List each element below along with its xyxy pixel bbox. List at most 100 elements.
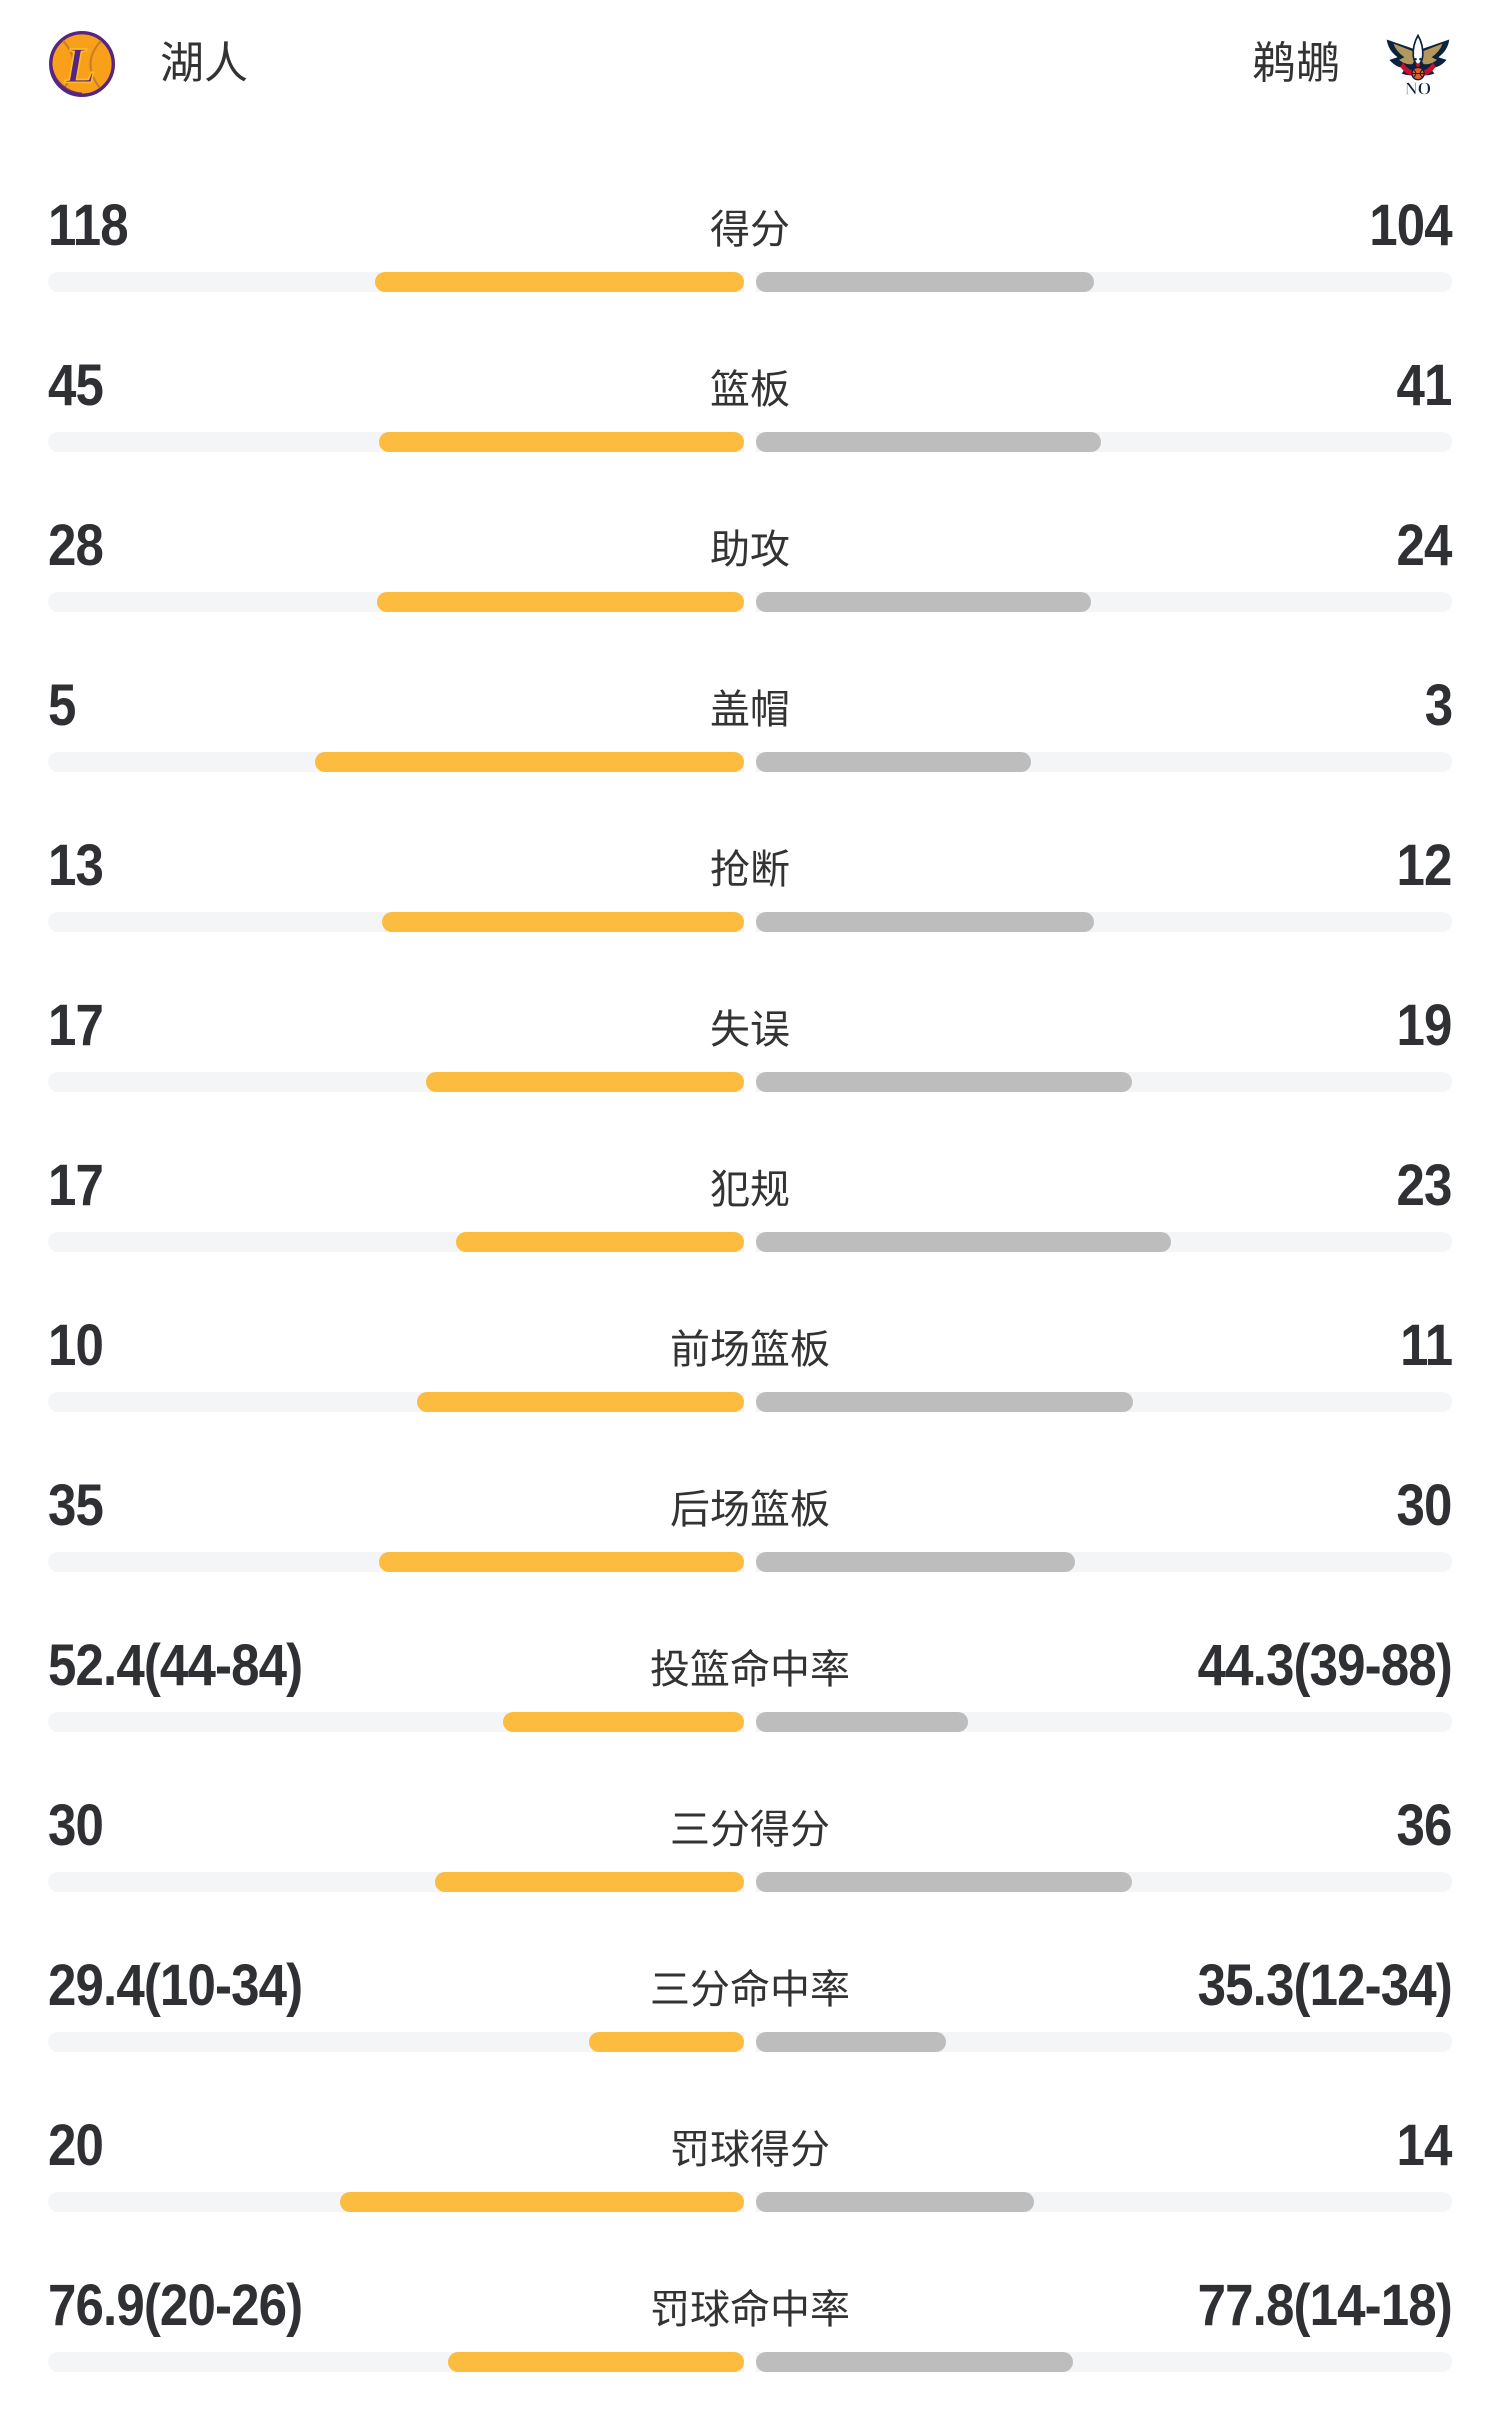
stats-list: 118 得分 104 45 篮板 41 28 助攻 24 5 盖帽 3 13 抢断 12 17 失误 19 17 犯规… bbox=[48, 180, 1453, 2420]
stat-row: 45 篮板 41 bbox=[48, 340, 1453, 500]
away-stat-value: 3 bbox=[1424, 673, 1452, 738]
stat-bar-track bbox=[48, 1392, 1452, 1412]
stat-label: 得分 bbox=[710, 208, 790, 252]
home-bar-area bbox=[48, 592, 744, 612]
home-stat-bar bbox=[378, 432, 744, 452]
stat-values-line: 30 三分得分 36 bbox=[48, 1780, 1453, 1872]
away-stat-bar bbox=[756, 592, 1091, 612]
away-stat-value: 30 bbox=[1396, 1473, 1453, 1538]
away-stat-value: 19 bbox=[1396, 993, 1453, 1058]
home-bar-area bbox=[48, 1232, 744, 1252]
home-stat-bar bbox=[315, 752, 744, 772]
away-stat-value: 44.3(39-88) bbox=[1197, 1633, 1453, 1698]
away-bar-area bbox=[756, 592, 1452, 612]
away-bar-area bbox=[756, 2352, 1452, 2372]
stat-label: 犯规 bbox=[710, 1168, 790, 1212]
home-bar-area bbox=[48, 2352, 744, 2372]
stat-bar-track bbox=[48, 1712, 1452, 1732]
stat-bar-track bbox=[48, 752, 1452, 772]
away-bar-area bbox=[756, 2032, 1452, 2052]
stat-bar-track bbox=[48, 272, 1452, 292]
stat-bar-track bbox=[48, 2352, 1452, 2372]
stat-label: 罚球得分 bbox=[670, 2128, 830, 2172]
home-stat-bar bbox=[588, 2032, 744, 2052]
stat-bar-track bbox=[48, 2032, 1452, 2052]
stat-label: 罚球命中率 bbox=[650, 2288, 850, 2332]
away-stat-bar bbox=[756, 1872, 1132, 1892]
stat-bar-track bbox=[48, 2192, 1452, 2212]
stat-label: 后场篮板 bbox=[670, 1488, 830, 1532]
home-stat-bar bbox=[375, 272, 744, 292]
stat-row: 28 助攻 24 bbox=[48, 500, 1453, 660]
away-stat-bar bbox=[756, 912, 1094, 932]
home-bar-area bbox=[48, 432, 744, 452]
home-team-header[interactable]: L 湖人 bbox=[48, 30, 248, 98]
away-stat-value: 12 bbox=[1396, 833, 1453, 898]
away-stat-value: 36 bbox=[1396, 1793, 1453, 1858]
stat-values-line: 20 罚球得分 14 bbox=[48, 2100, 1453, 2192]
away-bar-area bbox=[756, 432, 1452, 452]
stat-values-line: 17 失误 19 bbox=[48, 980, 1453, 1072]
away-stat-value: 41 bbox=[1396, 353, 1453, 418]
stat-values-line: 17 犯规 23 bbox=[48, 1140, 1453, 1232]
stat-values-line: 52.4(44-84) 投篮命中率 44.3(39-88) bbox=[48, 1620, 1453, 1712]
home-bar-area bbox=[48, 2032, 744, 2052]
pelicans-logo-icon: NO bbox=[1384, 30, 1452, 98]
stat-label: 助攻 bbox=[710, 528, 790, 572]
home-stat-bar bbox=[434, 1872, 744, 1892]
away-stat-bar bbox=[756, 1232, 1171, 1252]
stat-row: 20 罚球得分 14 bbox=[48, 2100, 1453, 2260]
away-stat-bar bbox=[756, 2032, 946, 2052]
away-bar-area bbox=[756, 1232, 1452, 1252]
stat-label: 盖帽 bbox=[710, 688, 790, 732]
stat-bar-track bbox=[48, 1872, 1452, 1892]
home-bar-area bbox=[48, 912, 744, 932]
stat-bar-track bbox=[48, 1552, 1452, 1572]
stat-row: 76.9(20-26) 罚球命中率 77.8(14-18) bbox=[48, 2260, 1453, 2420]
away-stat-value: 24 bbox=[1396, 513, 1453, 578]
svg-text:L: L bbox=[64, 37, 96, 93]
stat-row: 5 盖帽 3 bbox=[48, 660, 1453, 820]
stat-values-line: 35 后场篮板 30 bbox=[48, 1460, 1453, 1552]
away-stat-value: 77.8(14-18) bbox=[1197, 2273, 1453, 2338]
home-stat-bar bbox=[382, 912, 744, 932]
stat-row: 118 得分 104 bbox=[48, 180, 1453, 340]
stat-row: 29.4(10-34) 三分命中率 35.3(12-34) bbox=[48, 1940, 1453, 2100]
home-stat-value: 17 bbox=[48, 993, 104, 1058]
away-stat-value: 35.3(12-34) bbox=[1197, 1953, 1453, 2018]
away-team-header[interactable]: 鹈鹕 NO bbox=[1252, 30, 1452, 98]
svg-text:NO: NO bbox=[1405, 79, 1432, 98]
stat-bar-track bbox=[48, 592, 1452, 612]
home-stat-bar bbox=[455, 1232, 744, 1252]
stat-values-line: 28 助攻 24 bbox=[48, 500, 1453, 592]
away-stat-bar bbox=[756, 272, 1094, 292]
away-stat-bar bbox=[756, 2192, 1035, 2212]
away-bar-area bbox=[756, 1392, 1452, 1412]
lakers-logo-icon: L bbox=[48, 30, 116, 98]
away-stat-value: 23 bbox=[1396, 1153, 1453, 1218]
stat-label: 篮板 bbox=[710, 368, 790, 412]
home-stat-value: 28 bbox=[48, 513, 104, 578]
home-team-name: 湖人 bbox=[160, 39, 248, 88]
away-bar-area bbox=[756, 912, 1452, 932]
home-bar-area bbox=[48, 752, 744, 772]
away-stat-value: 14 bbox=[1396, 2113, 1453, 2178]
home-bar-area bbox=[48, 1552, 744, 1572]
stat-row: 17 犯规 23 bbox=[48, 1140, 1453, 1300]
stat-values-line: 5 盖帽 3 bbox=[48, 660, 1453, 752]
home-bar-area bbox=[48, 2192, 744, 2212]
home-stat-value: 13 bbox=[48, 833, 104, 898]
away-bar-area bbox=[756, 272, 1452, 292]
stat-row: 10 前场篮板 11 bbox=[48, 1300, 1453, 1460]
home-stat-value: 76.9(20-26) bbox=[48, 2273, 303, 2338]
stat-label: 三分得分 bbox=[670, 1808, 830, 1852]
stat-row: 30 三分得分 36 bbox=[48, 1780, 1453, 1940]
home-bar-area bbox=[48, 1712, 744, 1732]
home-bar-area bbox=[48, 1872, 744, 1892]
stat-values-line: 29.4(10-34) 三分命中率 35.3(12-34) bbox=[48, 1940, 1453, 2032]
away-bar-area bbox=[756, 1072, 1452, 1092]
stat-row: 52.4(44-84) 投篮命中率 44.3(39-88) bbox=[48, 1620, 1453, 1780]
stat-label: 抢断 bbox=[710, 848, 790, 892]
away-stat-bar bbox=[756, 1712, 969, 1732]
home-stat-value: 10 bbox=[48, 1313, 104, 1378]
